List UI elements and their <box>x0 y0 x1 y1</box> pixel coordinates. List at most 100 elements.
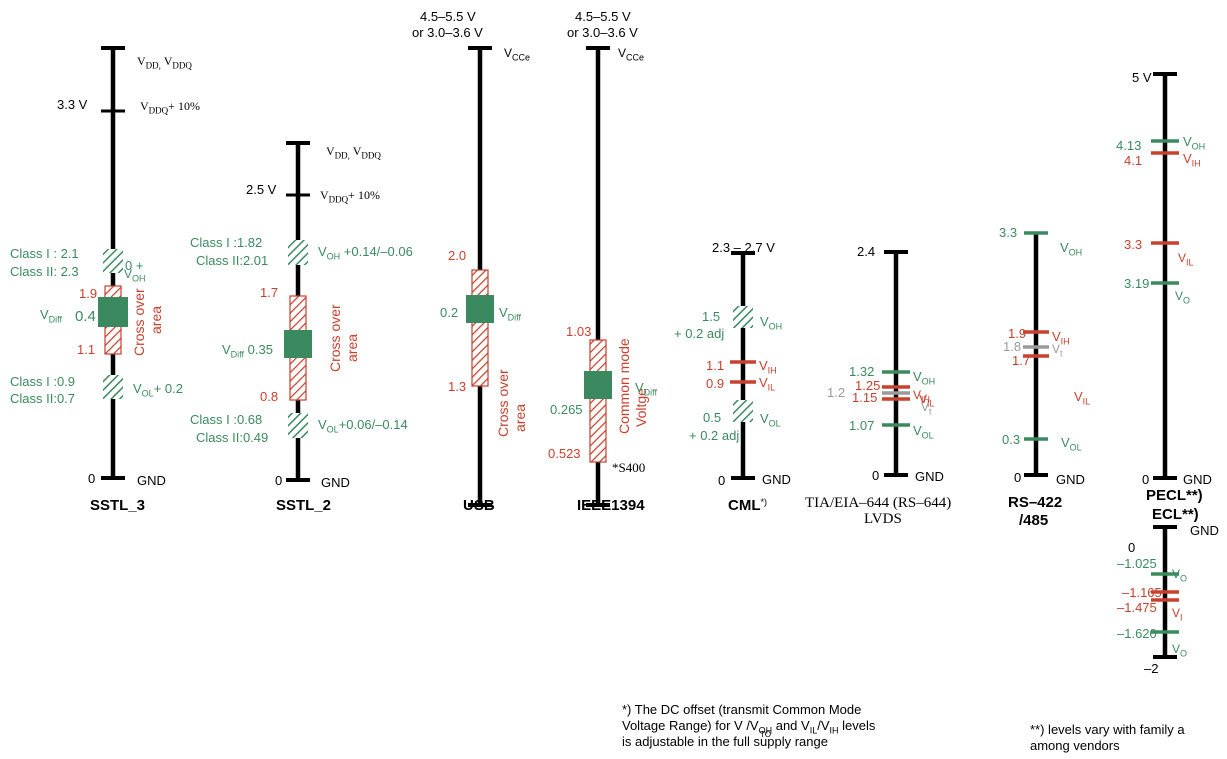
sstl2-mid-label: VDDQ+ 10% <box>320 188 380 205</box>
sstl3-top-label: VDD, VDDQ <box>137 54 192 71</box>
sstl2-cross-label2: area <box>344 333 360 362</box>
pecl-zero: 0 <box>1142 472 1150 487</box>
ecl-gnd: GND <box>1190 523 1219 538</box>
rs422-vt-label: Vt <box>1052 342 1063 359</box>
rs422-vt-value: 1.8 <box>1003 339 1022 354</box>
cml-voh-value2: + 0.2 adj <box>674 326 725 341</box>
cml-zero: 0 <box>718 473 726 488</box>
lvds-vil-value: 1.15 <box>852 390 878 405</box>
lvds-vih-label: VIH <box>913 388 931 405</box>
sstl2-vol-left2: Class II:0.49 <box>196 430 269 445</box>
sstl3-voh-right: 0 + <box>125 258 144 273</box>
ieee-cm-low: 0.523 <box>548 446 581 461</box>
sstl2-gnd: GND <box>321 475 350 490</box>
cml-vil-label: VIL <box>759 375 776 393</box>
sstl2-cross-low: 0.8 <box>260 389 279 404</box>
cml-vol-value2: + 0.2 adj <box>689 428 740 443</box>
pecl-gnd: GND <box>1183 472 1212 487</box>
pecl-vo-label: VO <box>1175 289 1191 306</box>
ecl-voh-value: –1.025 <box>1117 556 1157 571</box>
rs422-vol-value: 0.3 <box>1002 432 1021 447</box>
ladder-usb <box>466 46 494 507</box>
lvds-voh-value: 1.32 <box>849 364 875 379</box>
ecl-vol-value: –1.620 <box>1117 626 1157 641</box>
rs422-voh-value: 3.3 <box>999 225 1018 240</box>
sstl2-name: SSTL_2 <box>276 497 332 514</box>
lvds-gnd: GND <box>915 469 944 484</box>
sstl2-voh-left2: Class II:2.01 <box>196 253 269 268</box>
ladder-lvds <box>882 250 910 477</box>
sstl3-cross-low: 1.1 <box>77 342 96 357</box>
usb-top-label: VCCe <box>504 46 531 63</box>
rs422-name2: /485 <box>1019 512 1049 529</box>
usb-supply1: 4.5–5.5 V <box>420 9 476 24</box>
pecl-vil-value: 3.3 <box>1124 237 1143 252</box>
usb-supply2: or 3.0–3.6 V <box>412 25 483 40</box>
ladder-sstl2 <box>284 141 312 482</box>
sstl3-vdiff-label: VDiff <box>40 307 63 325</box>
sstl3-zero: 0 <box>88 471 96 486</box>
lvds-top-value: 2.4 <box>857 244 876 259</box>
ecl-vih-value: –1.165 <box>1122 585 1162 600</box>
pecl-voh-value: 4.13 <box>1116 138 1142 153</box>
sstl2-vol-label: VOL+0.06/–0.14 <box>318 417 408 435</box>
usb-cross-low: 1.3 <box>448 379 467 394</box>
pecl-top-value: 5 V <box>1132 70 1152 85</box>
lvds-vil-label: VIL <box>919 392 935 409</box>
ladder-rs422 <box>1023 231 1049 477</box>
cml-voh-value1: 1.5 <box>702 309 721 324</box>
rs422-gnd: GND <box>1056 472 1085 487</box>
ieee-supply2: or 3.0–3.6 V <box>567 25 638 40</box>
cml-vih-value: 1.1 <box>706 358 725 373</box>
sstl2-mid-value: 2.5 V <box>246 182 277 197</box>
ieee-supply1: 4.5–5.5 V <box>575 9 631 24</box>
usb-cross-label2: area <box>512 403 528 432</box>
cml-vol-label: VOL <box>760 411 781 429</box>
ecl-voh-label: VO <box>1172 567 1188 584</box>
usb-vdiff-value: 0.2 <box>440 305 459 320</box>
sstl3-cross-high: 1.9 <box>79 286 98 301</box>
ecl-vi-label: VI <box>1172 606 1183 623</box>
lvds-name2: LVDS <box>864 511 902 527</box>
rs422-vil-label: VIL <box>1074 389 1091 407</box>
usb-cross-high: 2.0 <box>448 248 467 263</box>
rs422-vil-value: 1.7 <box>1012 353 1031 368</box>
sstl3-gnd: GND <box>137 473 166 488</box>
lvds-vih-value: 1.25 <box>855 378 881 393</box>
ecl-vol-label: VO <box>1172 642 1188 659</box>
ladder-sstl3 <box>98 46 128 480</box>
ieee-vdiff-label: VDiff <box>635 380 658 398</box>
sstl2-vol-left1: Class I :0.68 <box>190 412 263 427</box>
sstl3-cross-label2: area <box>148 305 164 334</box>
footnote-ecl-line1: **) levels vary with family a <box>1030 722 1185 737</box>
cml-gnd: GND <box>762 472 791 487</box>
sstl3-name: SSTL_3 <box>90 497 146 514</box>
cml-vil-value: 0.9 <box>706 376 725 391</box>
lvds-vol-value: 1.07 <box>849 418 875 433</box>
sstl3-vol-label: VOL+ 0.2 <box>133 381 183 399</box>
cml-vol-value1: 0.5 <box>703 410 722 425</box>
sstl2-cross-high: 1.7 <box>260 285 279 300</box>
pecl-vih-value: 4.1 <box>1124 153 1143 168</box>
ladder-cml <box>730 251 756 480</box>
ieee-cm-label1: Common mode <box>616 338 632 434</box>
sstl3-vol-left1: Class I :0.9 <box>10 374 76 389</box>
sstl2-cross-label1: Cross over <box>327 304 343 372</box>
pecl-name: PECL**) <box>1146 487 1203 504</box>
sstl2-zero: 0 <box>275 473 283 488</box>
footnote-cml-sup: TO <box>760 730 771 739</box>
pecl-vil-label: VIL <box>1178 251 1194 268</box>
lvds-name1: TIA/EIA–644 (RS–644) <box>805 495 952 511</box>
footnote-ecl-line2: among vendors <box>1030 738 1120 753</box>
footnote-cml-line2: Voltage Range) for V /VOH and VIL/VIH le… <box>622 718 876 736</box>
sstl3-voh-left1: Class I : 2.1 <box>10 246 79 261</box>
rs422-vih-value: 1.9 <box>1008 326 1027 341</box>
sstl3-cross-label1: Cross over <box>131 288 147 356</box>
ecl-zero: 0 <box>1128 540 1136 555</box>
footnote-cml-line3: is adjustable in the full supply range <box>622 734 828 749</box>
sstl3-mid-value: 3.3 V <box>57 97 88 112</box>
pecl-vo-value: 3.19 <box>1124 276 1150 291</box>
sstl3-vol-left2: Class II:0.7 <box>10 391 76 406</box>
ecl-vil-value: –1.475 <box>1117 600 1157 615</box>
